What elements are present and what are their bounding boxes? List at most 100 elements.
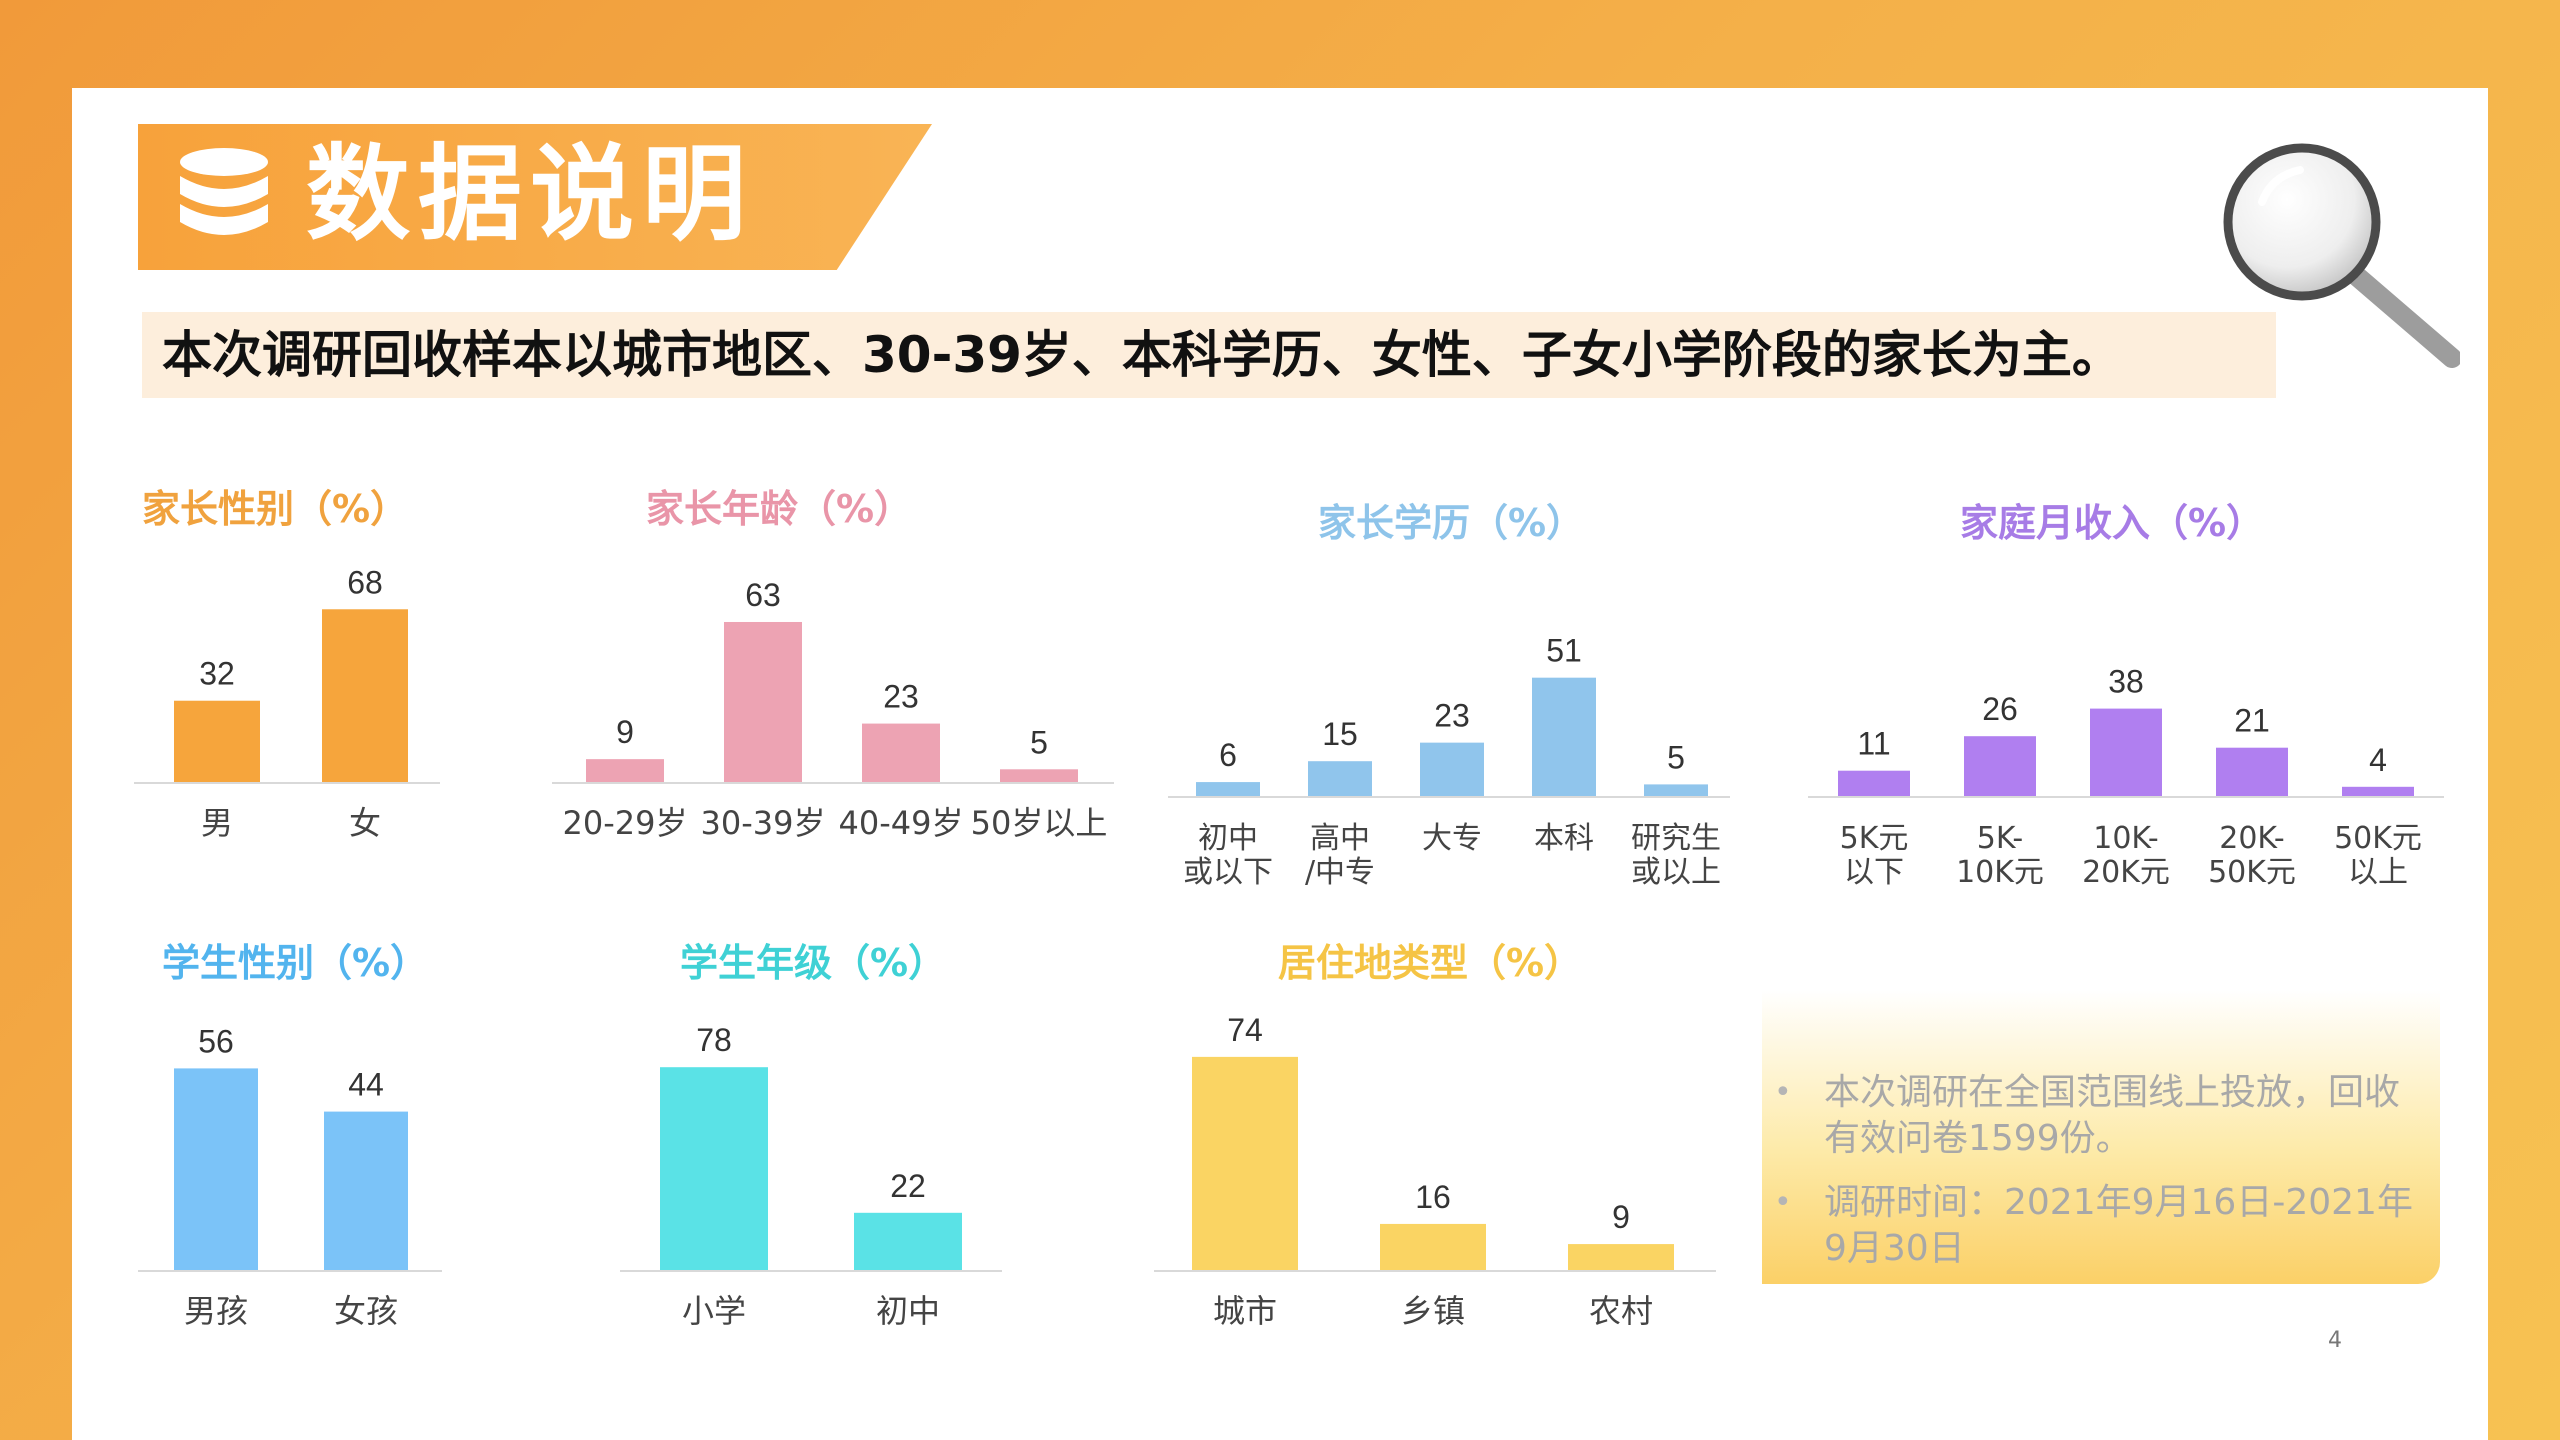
data-label: 51 — [1546, 633, 1582, 669]
summary-text: 本次调研回收样本以城市地区、30-39岁、本科学历、女性、子女小学阶段的家长为主… — [142, 312, 2276, 398]
category-label: 10K-20K元 — [2082, 821, 2170, 890]
chart-plot: 74 城市 16 乡镇 9 农村 — [1154, 1012, 1716, 1330]
bar — [724, 621, 802, 782]
chart-5: 学生性别（%） 56 男孩 44 女孩 — [138, 932, 460, 1352]
bar — [1964, 736, 2036, 796]
bar — [1196, 782, 1260, 796]
chart-2: 家长年龄（%） 9 20-29岁 63 30-39岁 23 40-49岁 5 50岁以上 — [552, 478, 1132, 878]
chart-7: 居住地类型（%） 74 城市 16 乡镇 9 农村 — [1152, 932, 1732, 1352]
survey-note-box: 本次调研在全国范围线上投放，回收有效问卷1599份。 调研时间：2021年9月1… — [1762, 990, 2440, 1284]
data-label: 74 — [1227, 1012, 1263, 1048]
category-label: 本科 — [1534, 821, 1594, 856]
category-label: 小学 — [682, 1292, 746, 1330]
data-label: 9 — [616, 714, 634, 750]
bar — [174, 1068, 258, 1270]
survey-note-item: 本次调研在全国范围线上投放，回收有效问卷1599份。 — [1774, 1070, 2424, 1162]
bar — [1838, 770, 1910, 796]
data-label: 4 — [2369, 742, 2387, 778]
page-title: 数据说明 — [306, 133, 755, 255]
chart-title: 家长年龄（%） — [646, 487, 913, 531]
bar — [1420, 742, 1484, 796]
data-label: 5 — [1667, 739, 1685, 775]
category-label: 高中/中专 — [1305, 821, 1375, 890]
bar — [2342, 786, 2414, 796]
chart-title: 家庭月收入（%） — [1960, 501, 2265, 545]
data-label: 68 — [347, 564, 383, 600]
bar — [174, 700, 260, 782]
chart-title: 家长性别（%） — [142, 487, 409, 531]
data-label: 16 — [1415, 1179, 1451, 1215]
category-label: 初中或以下 — [1183, 821, 1273, 890]
data-label: 63 — [745, 577, 781, 613]
chart-3: 家长学历（%） 6 初中或以下 15 高中/中专 23 大专 51 本科 5 研究生或以上 — [1168, 492, 1748, 892]
chart-plot: 32 男 68 女 — [134, 564, 440, 842]
chart-title: 学生性别（%） — [162, 941, 429, 985]
category-label: 研究生或以上 — [1631, 821, 1721, 890]
data-label: 5 — [1030, 724, 1048, 760]
bar — [322, 609, 408, 782]
category-label: 20-29岁 — [563, 804, 688, 842]
category-label: 农村 — [1589, 1292, 1653, 1330]
category-label: 男孩 — [184, 1292, 248, 1330]
category-label: 大专 — [1422, 821, 1482, 856]
bar — [324, 1111, 408, 1270]
bar — [1308, 761, 1372, 796]
title-banner: 数据说明 — [138, 124, 932, 270]
chart-title: 家长学历（%） — [1318, 501, 1585, 545]
bar — [1532, 677, 1596, 796]
category-label: 女 — [349, 804, 381, 842]
chart-title: 学生年级（%） — [680, 941, 947, 985]
data-label: 23 — [1434, 698, 1470, 734]
bar — [1192, 1056, 1298, 1270]
bar — [862, 723, 940, 782]
data-label: 78 — [696, 1022, 732, 1058]
category-label: 40-49岁 — [839, 804, 964, 842]
database-icon — [180, 148, 268, 235]
survey-note-list: 本次调研在全国范围线上投放，回收有效问卷1599份。 调研时间：2021年9月1… — [1774, 1070, 2424, 1290]
data-label: 23 — [883, 679, 919, 715]
category-label: 50岁以上 — [971, 804, 1108, 842]
data-label: 32 — [199, 656, 235, 692]
category-label: 30-39岁 — [701, 804, 826, 842]
chart-plot: 11 5K元以下 26 5K-10K元 38 10K-20K元 21 20K-50K元 4 50K… — [1808, 664, 2444, 890]
bar — [2090, 708, 2162, 796]
data-label: 21 — [2234, 703, 2270, 739]
data-label: 9 — [1612, 1199, 1630, 1235]
bar — [2216, 747, 2288, 796]
category-label: 城市 — [1213, 1292, 1277, 1330]
chart-plot: 56 男孩 44 女孩 — [138, 1023, 442, 1330]
category-label: 女孩 — [334, 1292, 398, 1330]
chart-plot: 6 初中或以下 15 高中/中专 23 大专 51 本科 5 研究生或以上 — [1168, 633, 1730, 890]
magnifier-icon — [2223, 143, 2460, 368]
data-label: 22 — [890, 1168, 926, 1204]
bar — [1380, 1223, 1486, 1270]
data-label: 56 — [198, 1023, 234, 1059]
bar — [586, 759, 664, 782]
data-label: 26 — [1982, 691, 2018, 727]
category-label: 20K-50K元 — [2208, 821, 2296, 890]
data-label: 6 — [1219, 737, 1237, 773]
chart-6: 学生年级（%） 78 小学 22 初中 — [620, 932, 1020, 1352]
data-label: 44 — [348, 1067, 384, 1103]
chart-plot: 78 小学 22 初中 — [620, 1022, 1002, 1330]
category-label: 初中 — [876, 1292, 940, 1330]
page-number: 4 — [2328, 1328, 2342, 1353]
bar — [1568, 1244, 1674, 1270]
bar — [660, 1067, 768, 1270]
chart-4: 家庭月收入（%） 11 5K元以下 26 5K-10K元 38 10K-20K元 21 20K-… — [1808, 492, 2448, 892]
bar — [1000, 769, 1078, 782]
category-label: 5K-10K元 — [1956, 821, 2044, 890]
data-label: 15 — [1322, 716, 1358, 752]
category-label: 乡镇 — [1401, 1292, 1465, 1330]
category-label: 男 — [201, 804, 233, 842]
chart-1: 家长性别（%） 32 男 68 女 — [134, 478, 440, 878]
bar — [1644, 784, 1708, 796]
data-label: 11 — [1857, 726, 1890, 762]
data-label: 38 — [2108, 664, 2144, 700]
category-label: 50K元以上 — [2334, 821, 2422, 890]
chart-title: 居住地类型（%） — [1278, 941, 1583, 985]
chart-plot: 9 20-29岁 63 30-39岁 23 40-49岁 5 50岁以上 — [552, 577, 1114, 842]
category-label: 5K元以下 — [1840, 821, 1909, 890]
bar — [854, 1212, 962, 1270]
survey-note-item: 调研时间：2021年9月16日-2021年9月30日 — [1774, 1180, 2424, 1272]
